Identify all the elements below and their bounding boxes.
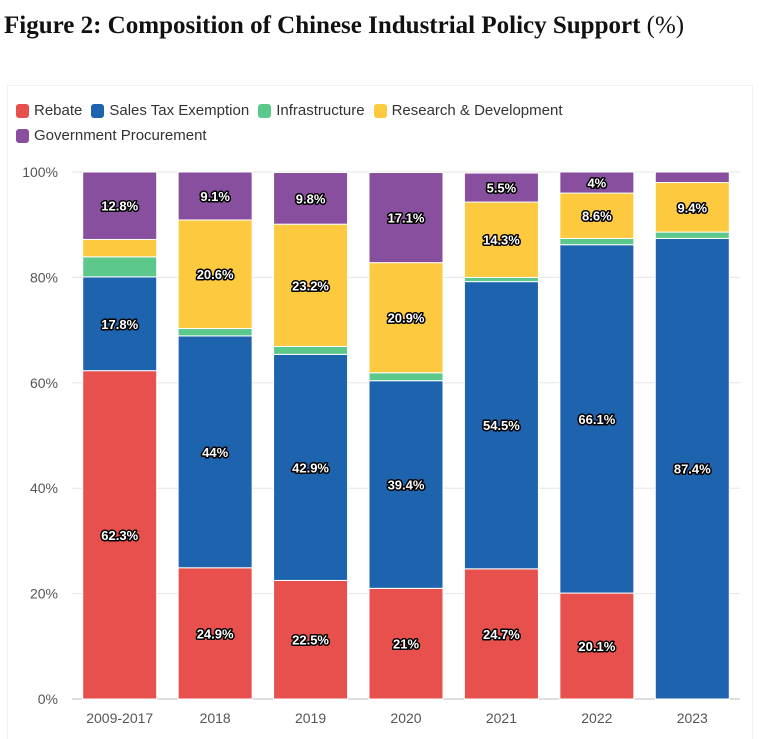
- bar-segment-government-procurement: [82, 171, 158, 240]
- data-label: 62.3%: [101, 528, 138, 543]
- x-tick-label: 2022: [581, 710, 612, 726]
- data-label: 17.8%: [101, 317, 138, 332]
- data-label: 24.9%: [197, 626, 234, 641]
- legend-label: Rebate: [34, 102, 83, 119]
- data-label: 9.8%: [296, 191, 326, 206]
- legend-swatch: [16, 104, 29, 118]
- data-label: 20.6%: [197, 267, 234, 282]
- bar-segment-research-and-development: [463, 201, 539, 278]
- data-label: 9.1%: [200, 189, 230, 204]
- chart-legend: Rebate Sales Tax Exemption Infrastructure R…: [16, 100, 636, 150]
- bar-segment-government-procurement: [177, 171, 253, 221]
- bar-segment-rebate: [177, 567, 253, 700]
- bar-segment-rebate: [82, 370, 158, 700]
- bar-segment-research-and-development: [654, 182, 730, 233]
- bar-segment-research-and-development: [82, 238, 158, 258]
- y-tick-label: 60%: [30, 375, 58, 391]
- chart-title-text: Figure 2: Composition of Chinese Industr…: [4, 12, 641, 39]
- bar-segment-infrastructure: [82, 256, 158, 278]
- bar-segment-sales-tax-exemption: [82, 276, 158, 372]
- x-tick-label: 2018: [200, 710, 231, 726]
- bar-segment-infrastructure: [177, 328, 253, 337]
- legend-label: Sales Tax Exemption: [109, 102, 250, 119]
- data-label: 20.9%: [388, 311, 425, 326]
- legend-item-rebate[interactable]: Rebate: [16, 100, 82, 122]
- data-label: 66.1%: [578, 412, 615, 427]
- bar-segment-infrastructure: [463, 276, 539, 283]
- legend-label: Research & Development: [391, 102, 563, 119]
- bar-segment-rebate: [559, 592, 635, 700]
- legend-item-research-and-development[interactable]: Research & Development: [373, 100, 563, 122]
- bar-segment-government-procurement: [654, 171, 730, 184]
- x-tick-label: 2023: [677, 710, 708, 726]
- bar-segment-research-and-development: [559, 192, 635, 239]
- bar-segment-rebate: [273, 579, 349, 700]
- data-label: 4%: [587, 176, 606, 191]
- bar-segment-rebate: [463, 568, 539, 700]
- data-label: 20.1%: [578, 639, 615, 654]
- data-label: 14.3%: [483, 233, 520, 248]
- bar-segment-research-and-development: [177, 219, 253, 330]
- legend-label: Infrastructure: [276, 102, 365, 119]
- bar-segment-government-procurement: [559, 171, 635, 194]
- legend-item-sales-tax-exemption[interactable]: Sales Tax Exemption: [91, 100, 249, 122]
- bar-segment-infrastructure: [273, 345, 349, 355]
- bar-segment-infrastructure: [368, 372, 444, 382]
- x-tick-label: 2021: [486, 710, 517, 726]
- y-tick-label: 100%: [22, 164, 58, 180]
- data-label: 8.6%: [582, 209, 612, 224]
- data-label: 42.9%: [292, 460, 329, 475]
- data-label: 5.5%: [487, 181, 517, 196]
- data-label: 54.5%: [483, 418, 520, 433]
- y-tick-label: 80%: [30, 269, 58, 285]
- data-label: 22.5%: [292, 633, 329, 648]
- y-tick-label: 40%: [30, 480, 58, 496]
- legend-item-government-procurement[interactable]: Government Procurement: [16, 125, 207, 147]
- data-label: 9.4%: [677, 200, 707, 215]
- data-label: 87.4%: [674, 462, 711, 477]
- data-label: 17.1%: [388, 211, 425, 226]
- y-tick-label: 0%: [38, 691, 58, 707]
- data-label: 23.2%: [292, 278, 329, 293]
- data-label: 44%: [202, 445, 228, 460]
- x-tick-label: 2020: [390, 710, 421, 726]
- legend-swatch: [373, 104, 387, 118]
- data-label: 21%: [393, 637, 419, 652]
- bar-segment-infrastructure: [654, 231, 730, 239]
- bar-segment-sales-tax-exemption: [463, 281, 539, 570]
- bar-segment-rebate: [368, 587, 444, 700]
- bar-segment-government-procurement: [273, 172, 349, 225]
- bar-segment-sales-tax-exemption: [559, 244, 635, 594]
- bar-segment-infrastructure: [559, 237, 635, 246]
- chart-title-unit: (%): [646, 12, 685, 39]
- x-tick-label: 2019: [295, 710, 326, 726]
- data-label: 12.8%: [101, 199, 138, 214]
- legend-item-infrastructure[interactable]: Infrastructure: [258, 100, 365, 122]
- legend-label: Government Procurement: [34, 127, 207, 144]
- x-tick-label: 2009-2017: [86, 710, 153, 726]
- bar-segment-government-procurement: [368, 172, 444, 264]
- data-label: 24.7%: [483, 627, 520, 642]
- y-tick-label: 20%: [30, 586, 58, 602]
- data-label: 39.4%: [388, 478, 425, 493]
- bar-segment-government-procurement: [463, 172, 539, 203]
- legend-swatch: [16, 129, 29, 143]
- bar-segment-sales-tax-exemption: [177, 335, 253, 569]
- chart-title: Figure 2: Composition of Chinese Industr…: [4, 12, 684, 40]
- legend-swatch: [258, 104, 272, 118]
- legend-swatch: [91, 104, 105, 118]
